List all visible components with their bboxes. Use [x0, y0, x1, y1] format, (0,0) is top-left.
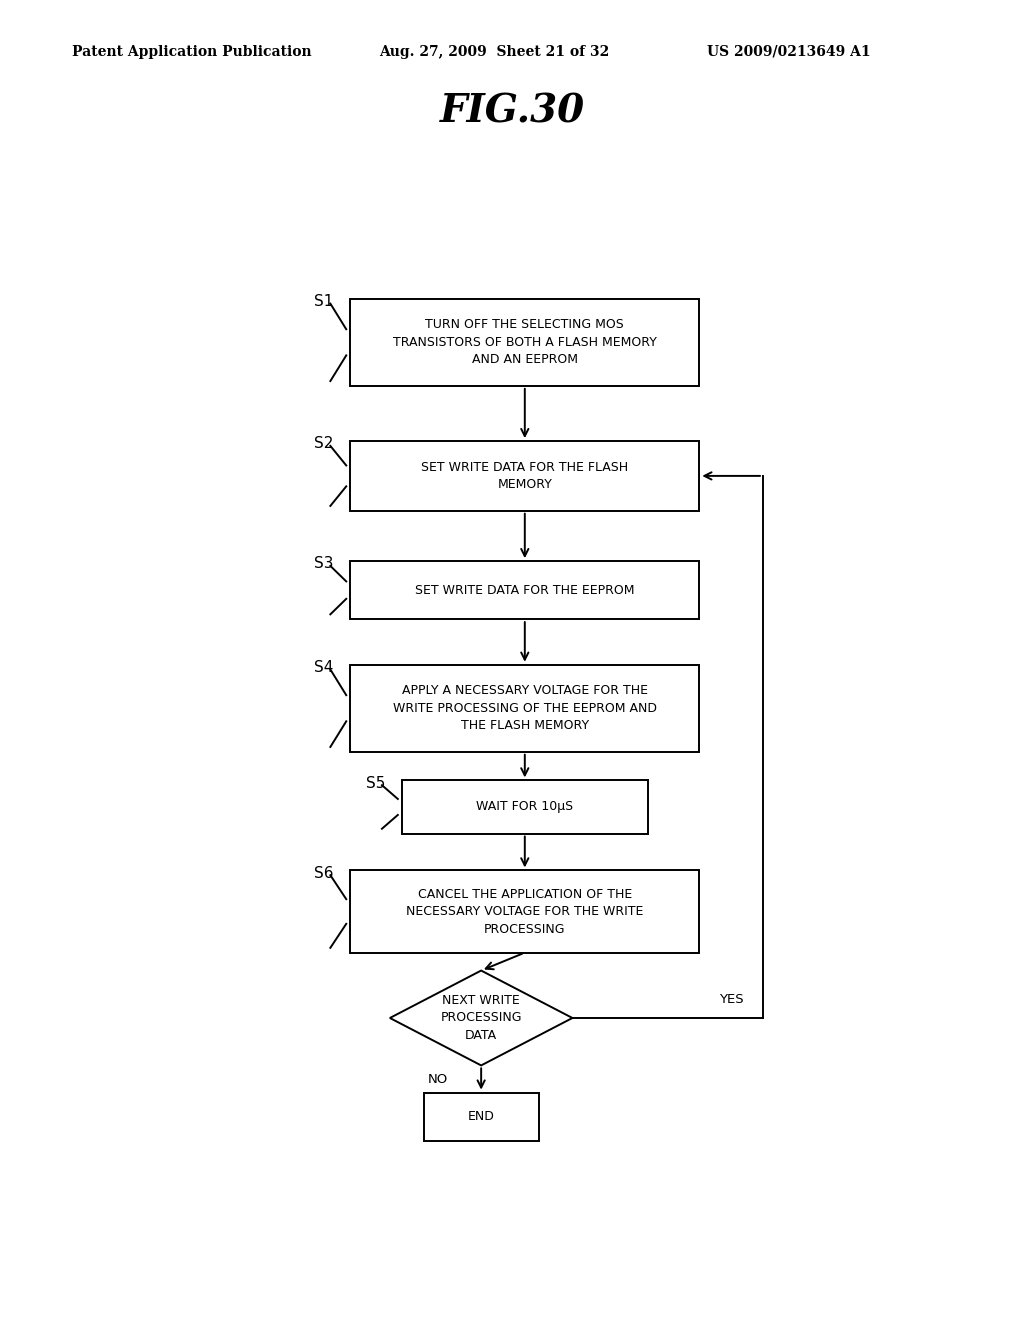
- Text: Patent Application Publication: Patent Application Publication: [72, 45, 311, 59]
- Text: FIG.30: FIG.30: [439, 92, 585, 131]
- Bar: [350, 298, 699, 385]
- Text: NO: NO: [427, 1073, 447, 1086]
- Bar: [350, 870, 699, 953]
- Text: S4: S4: [314, 660, 334, 675]
- Text: CANCEL THE APPLICATION OF THE
NECESSARY VOLTAGE FOR THE WRITE
PROCESSING: CANCEL THE APPLICATION OF THE NECESSARY …: [407, 887, 643, 936]
- Bar: [401, 780, 648, 834]
- Text: S1: S1: [314, 294, 334, 309]
- Bar: [350, 665, 699, 752]
- Text: US 2009/0213649 A1: US 2009/0213649 A1: [707, 45, 870, 59]
- Bar: [424, 1093, 539, 1140]
- Bar: [350, 561, 699, 619]
- Text: SET WRITE DATA FOR THE EEPROM: SET WRITE DATA FOR THE EEPROM: [415, 583, 635, 597]
- Text: END: END: [468, 1110, 495, 1123]
- Text: S6: S6: [314, 866, 334, 880]
- Text: S3: S3: [314, 556, 334, 572]
- Bar: [350, 441, 699, 511]
- Text: YES: YES: [719, 994, 743, 1006]
- Text: SET WRITE DATA FOR THE FLASH
MEMORY: SET WRITE DATA FOR THE FLASH MEMORY: [421, 461, 629, 491]
- Text: Aug. 27, 2009  Sheet 21 of 32: Aug. 27, 2009 Sheet 21 of 32: [379, 45, 609, 59]
- Text: WAIT FOR 10μS: WAIT FOR 10μS: [476, 800, 573, 813]
- Polygon shape: [390, 970, 572, 1065]
- Text: NEXT WRITE
PROCESSING
DATA: NEXT WRITE PROCESSING DATA: [440, 994, 522, 1041]
- Text: APPLY A NECESSARY VOLTAGE FOR THE
WRITE PROCESSING OF THE EEPROM AND
THE FLASH M: APPLY A NECESSARY VOLTAGE FOR THE WRITE …: [393, 684, 656, 733]
- Text: S2: S2: [314, 436, 334, 451]
- Text: TURN OFF THE SELECTING MOS
TRANSISTORS OF BOTH A FLASH MEMORY
AND AN EEPROM: TURN OFF THE SELECTING MOS TRANSISTORS O…: [393, 318, 656, 367]
- Text: S5: S5: [367, 776, 385, 791]
